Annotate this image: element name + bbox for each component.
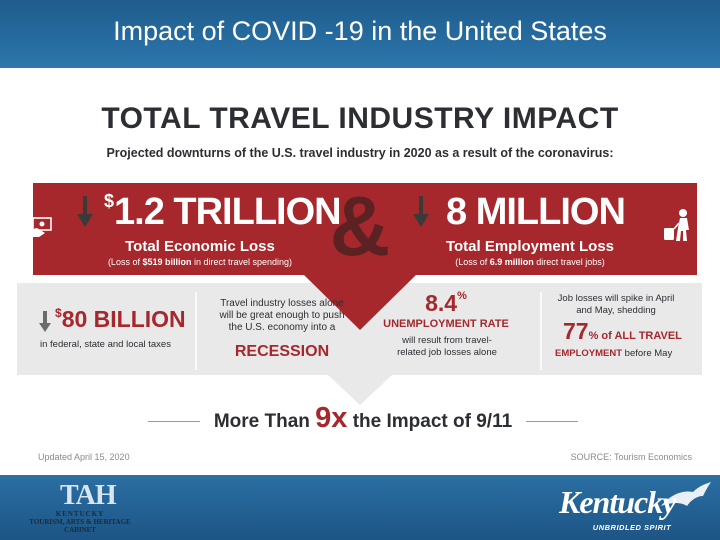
employment-loss-label: Total Employment Loss [445,238,615,255]
slide-header [0,0,720,68]
divider-right [526,421,578,422]
source-credit: SOURCE: Tourism Economics [570,452,692,462]
down-arrow-icon [77,196,93,227]
job-loss-label: EMPLOYMENT before May [555,348,673,359]
impact-comparison: More Than 9x the Impact of 9/11 [213,402,513,434]
tah-logo-text: KENTUCKY TOURISM, ARTS & HERITAGE CABINE… [29,510,131,534]
money-hand-icon [29,217,52,237]
kentucky-tagline: UNBRIDLED SPIRIT [592,523,672,532]
slide-footer [0,475,720,540]
impact-banner [33,183,697,330]
employment-loss-value: 8 MILLION [446,191,626,233]
down-arrow-icon [413,196,429,227]
tah-logo-mark: TAH [60,480,117,511]
job-loss-intro: Job losses will spike in April and May, … [557,293,675,316]
down-arrow-icon [39,311,51,332]
kentucky-unbridled-spirit-logo: Kentucky UNBRIDLED SPIRIT [545,478,715,536]
infographic-title: TOTAL TRAVEL INDUSTRY IMPACT [101,102,619,135]
updated-date: Updated April 15, 2020 [38,452,130,462]
economic-loss-value: 1.2 TRILLION [114,191,342,233]
kentucky-wordmark: Kentucky [559,484,676,520]
slide-title: Impact of COVID -19 in the United States [113,16,607,46]
recession-text: Travel industry losses alone will be gre… [219,298,345,333]
ampersand: & [329,179,391,273]
recession-highlight: RECESSION [234,343,330,360]
economic-loss-label: Total Economic Loss [125,238,275,255]
infographic-subtitle: Projected downturns of the U.S. travel i… [106,146,614,160]
kentucky-tourism-arts-heritage-logo: TAH KENTUCKY TOURISM, ARTS & HERITAGE CA… [14,478,164,540]
employment-loss-note: (Loss of 6.9 million direct travel jobs) [455,257,605,267]
tax-loss-value: 80 BILLION [61,306,186,332]
stats-panel [17,283,702,405]
economic-loss-note: (Loss of $519 billion in direct travel s… [107,257,293,267]
tax-loss-detail: in federal, state and local taxes [40,339,171,350]
economic-loss-amount: $1.2 TRILLION [104,191,342,233]
horse-icon [661,482,711,506]
unemployment-rate-detail: will result from travel-related job loss… [397,335,497,358]
impact-multiplier: 9x [315,402,348,434]
unemployment-rate-label: UNEMPLOYMENT RATE [383,318,509,330]
unemployment-rate-value: 8.4% [425,290,467,316]
tax-loss-amount: $80 BILLION [55,306,186,332]
divider-left [148,421,200,422]
traveler-luggage-icon [664,209,689,241]
job-loss-percent: 77% of ALL TRAVEL [563,318,682,344]
